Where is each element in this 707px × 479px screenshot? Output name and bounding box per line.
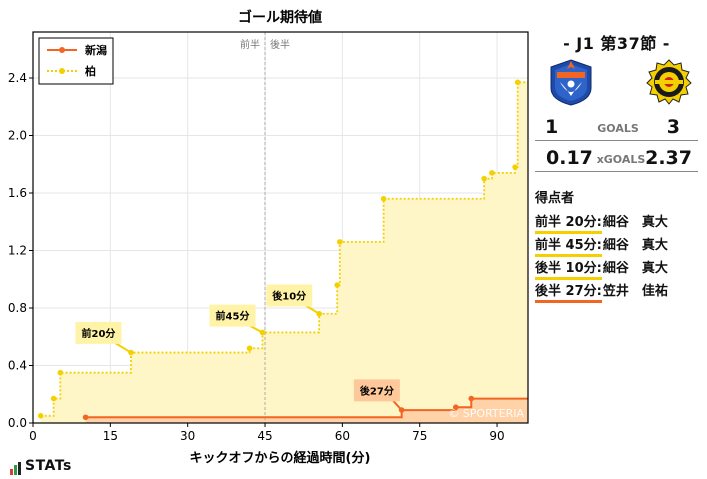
scorer-item: 前半 45分:細谷 真大 [535, 234, 668, 257]
data-point [246, 345, 253, 352]
brand-name: STATs [25, 458, 72, 474]
scorer-time: 後半 27分: [535, 280, 602, 303]
annotation-label: 前20分 [81, 327, 115, 340]
scorer-time: 後半 10分: [535, 257, 602, 280]
data-point [468, 395, 475, 402]
data-point [514, 79, 521, 86]
scorer-item: 後半 27分:笠井 佳祐 [535, 280, 668, 303]
first-half-label: 前半 [240, 38, 260, 51]
data-point [50, 395, 57, 402]
goals-row: 1 GOALS 3 [535, 116, 698, 141]
annotation-label: 前45分 [216, 310, 250, 323]
y-tick-label: 2.4 [8, 71, 27, 85]
away-xg: 2.37 [645, 147, 692, 169]
xgoals-row: 0.17 xGOALS 2.37 [535, 147, 698, 172]
y-tick-label: 0.8 [8, 301, 27, 315]
data-point [334, 282, 341, 288]
x-tick-label: 15 [103, 429, 118, 443]
annotation-box [75, 321, 122, 344]
y-tick-label: 1.2 [8, 244, 27, 258]
second-half-label: 後半 [270, 38, 290, 51]
chart-title: ゴール期待値 [238, 9, 322, 26]
scorer-name: 細谷 真大 [602, 238, 668, 253]
goals-label: GOALS [597, 122, 639, 135]
annotation-box [266, 284, 313, 307]
scorers-heading: 得点者 [535, 191, 575, 206]
scorer-item: 前半 20分:細谷 真大 [535, 211, 668, 234]
albirex-niigata-crest-icon [550, 59, 592, 106]
data-point [57, 369, 64, 376]
data-point [481, 175, 487, 182]
x-axis-label: キックオフからの経過時間(分) [190, 450, 371, 466]
x-tick-label: 45 [257, 429, 272, 443]
data-point [453, 404, 459, 410]
x-tick-label: 60 [335, 429, 350, 443]
legend-box [38, 37, 114, 85]
x-tick-label: 30 [180, 429, 195, 443]
match-title: - J1 第37節 - [563, 34, 670, 53]
y-tick-label: 0.4 [8, 359, 27, 373]
annotation-label: 後10分 [272, 290, 306, 303]
home-xg: 0.17 [546, 147, 593, 169]
kashiwa-reysol-crest-icon [646, 59, 692, 105]
series-fill [85, 398, 528, 423]
series-line [40, 81, 528, 417]
axes-frame [32, 31, 529, 424]
xgoals-label: xGOALS [596, 153, 646, 166]
scorer-item: 後半 10分:細谷 真大 [535, 257, 668, 280]
x-tick-label: 0 [29, 429, 37, 443]
scorer-time: 前半 45分: [535, 234, 602, 257]
x-tick-label: 75 [412, 429, 427, 443]
scorer-time: 前半 20分: [535, 211, 602, 234]
data-point [37, 413, 44, 419]
scorer-name: 笠井 佳祐 [602, 284, 668, 299]
annotation-label: 後27分 [360, 384, 394, 397]
series-fill [40, 82, 528, 423]
legend-marker [59, 47, 65, 53]
data-point [489, 170, 495, 176]
annotation-box [209, 304, 256, 327]
annotation-box [353, 379, 400, 402]
legend-label: 柏 [85, 64, 96, 78]
data-point [380, 195, 387, 202]
bar-chart-icon [10, 459, 22, 475]
y-tick-label: 1.6 [8, 186, 27, 200]
away-goals: 3 [666, 116, 680, 138]
home-goals: 1 [545, 116, 559, 138]
legend-marker [59, 68, 65, 74]
y-tick-label: 2.0 [8, 129, 27, 143]
data-point [336, 239, 343, 245]
data-point [512, 164, 518, 170]
y-tick-label: 0.0 [8, 416, 27, 430]
watermark: © SPORTERIA [448, 407, 524, 420]
data-point [82, 414, 89, 421]
scorer-name: 細谷 真大 [602, 261, 668, 276]
legend-label: 新潟 [85, 43, 107, 57]
scorer-name: 細谷 真大 [602, 215, 668, 230]
x-tick-label: 90 [489, 429, 504, 443]
stats-logo: STATs [10, 458, 72, 475]
